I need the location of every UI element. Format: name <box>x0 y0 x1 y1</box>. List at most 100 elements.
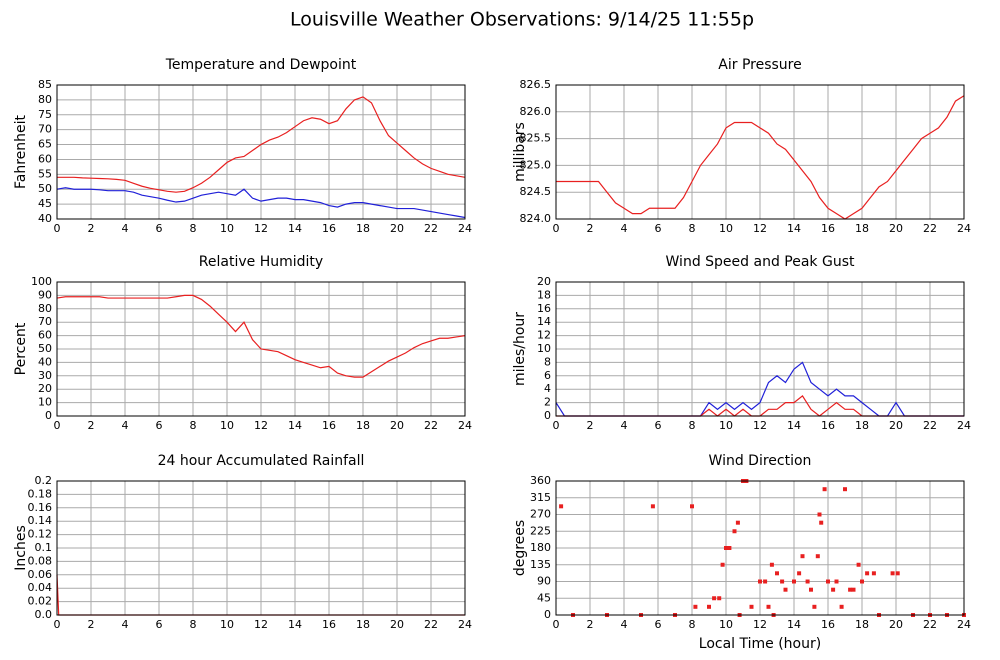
x-tick-label: 18 <box>855 222 869 235</box>
x-tick-label: 24 <box>458 419 472 432</box>
x-tick-label: 8 <box>689 222 696 235</box>
y-tick-label: 40 <box>38 212 52 225</box>
x-tick-label: 20 <box>889 222 903 235</box>
y-tick-label: 40 <box>38 355 52 368</box>
plot-frame <box>555 480 965 616</box>
x-tick-label: 8 <box>190 222 197 235</box>
data-point <box>720 562 725 567</box>
data-point <box>851 587 856 592</box>
data-point <box>822 487 827 492</box>
data-point <box>797 571 802 576</box>
x-tick-label: 2 <box>587 419 594 432</box>
y-tick-label: 55 <box>38 167 52 180</box>
chart-title: Temperature and Dewpoint <box>165 57 357 73</box>
y-tick-label: 0.06 <box>28 568 53 581</box>
x-tick-label: 12 <box>254 618 268 631</box>
data-point <box>800 554 805 559</box>
chart-title: 24 hour Accumulated Rainfall <box>158 453 365 469</box>
x-tick-label: 4 <box>122 419 129 432</box>
data-point <box>792 579 796 584</box>
data-line <box>56 187 466 219</box>
data-point <box>865 571 870 576</box>
data-point <box>650 504 655 509</box>
data-point <box>766 604 771 609</box>
x-tick-label: 12 <box>254 419 268 432</box>
y-tick-label: 80 <box>38 302 52 315</box>
y-tick-label: 10 <box>537 342 551 355</box>
y-tick-label: 6 <box>544 369 551 382</box>
y-tick-label: 90 <box>537 575 551 588</box>
x-tick-label: 16 <box>821 419 835 432</box>
x-tick-label: 2 <box>88 419 95 432</box>
data-point <box>831 587 836 592</box>
y-tick-label: 12 <box>537 329 551 342</box>
x-tick-label: 8 <box>689 419 696 432</box>
x-tick-label: 14 <box>288 419 302 432</box>
x-tick-label: 16 <box>322 222 336 235</box>
x-tick-label: 4 <box>122 618 129 631</box>
x-tick-label: 20 <box>889 618 903 631</box>
data-point <box>812 604 817 609</box>
x-tick-label: 4 <box>621 222 628 235</box>
data-point <box>749 604 754 609</box>
x-tick-label: 16 <box>821 618 835 631</box>
y-tick-label: 65 <box>38 138 52 151</box>
y-tick-label: 225 <box>530 524 551 537</box>
x-tick-label: 24 <box>458 222 472 235</box>
x-tick-label: 4 <box>621 618 628 631</box>
data-line <box>57 96 466 193</box>
x-tick-label: 20 <box>889 419 903 432</box>
y-tick-label: 14 <box>537 315 551 328</box>
data-point <box>834 579 839 584</box>
plot-frame <box>56 480 466 616</box>
x-tick-label: 10 <box>220 618 234 631</box>
data-point <box>690 504 694 509</box>
y-tick-label: 825.5 <box>520 132 552 145</box>
y-tick-label: 2 <box>544 396 551 409</box>
x-tick-label: 0 <box>553 222 560 235</box>
y-tick-label: 45 <box>537 591 551 604</box>
data-point <box>717 596 722 601</box>
x-tick-label: 6 <box>655 222 662 235</box>
x-axis-label: Local Time (hour) <box>699 636 821 652</box>
data-point <box>559 504 564 509</box>
x-tick-label: 22 <box>923 222 937 235</box>
y-axis-label: Percent <box>13 322 29 375</box>
y-tick-label: 80 <box>38 93 52 106</box>
x-tick-label: 8 <box>689 618 696 631</box>
data-point <box>732 529 737 534</box>
y-tick-label: 0.12 <box>28 528 53 541</box>
y-tick-label: 0.1 <box>35 541 53 554</box>
x-tick-label: 18 <box>855 419 869 432</box>
y-tick-label: 0.16 <box>28 501 53 514</box>
y-tick-label: 315 <box>530 491 551 504</box>
x-tick-label: 4 <box>122 222 129 235</box>
y-tick-label: 825.0 <box>520 158 552 171</box>
y-tick-label: 50 <box>38 342 52 355</box>
x-tick-label: 4 <box>621 419 628 432</box>
x-tick-label: 14 <box>787 618 801 631</box>
data-point <box>860 579 864 584</box>
x-tick-label: 16 <box>322 419 336 432</box>
y-tick-label: 0.0 <box>35 608 53 621</box>
x-tick-label: 0 <box>553 618 560 631</box>
x-tick-label: 18 <box>356 618 370 631</box>
x-tick-label: 6 <box>156 222 163 235</box>
y-tick-label: 20 <box>537 275 551 288</box>
data-line <box>56 294 466 378</box>
data-point <box>735 520 740 525</box>
data-point <box>712 596 717 601</box>
data-line <box>556 95 965 220</box>
x-tick-label: 18 <box>356 222 370 235</box>
y-tick-label: 60 <box>38 329 52 342</box>
y-tick-label: 0.14 <box>28 514 53 527</box>
x-tick-label: 22 <box>424 618 438 631</box>
y-tick-label: 824.0 <box>520 212 552 225</box>
data-point <box>724 546 728 550</box>
y-tick-label: 135 <box>530 558 551 571</box>
plot-frame <box>555 281 965 417</box>
x-tick-label: 22 <box>923 419 937 432</box>
data-point <box>780 579 785 584</box>
x-tick-label: 8 <box>190 618 197 631</box>
